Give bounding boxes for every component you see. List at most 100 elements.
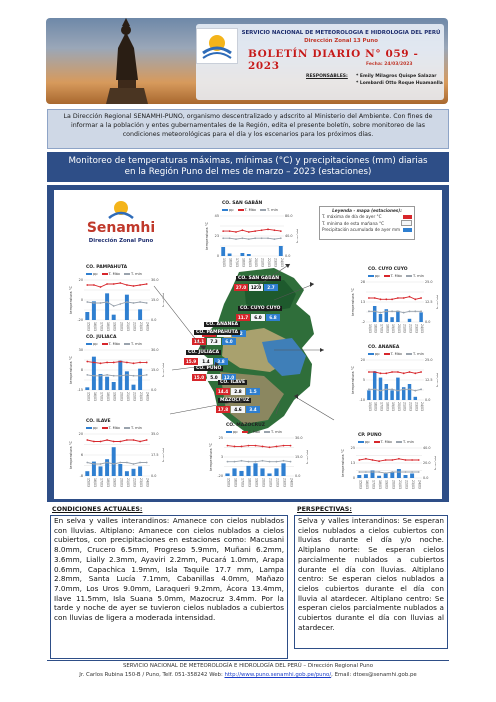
tmin-line: [359, 471, 419, 474]
station-chart: CO. JULIACA pp T. Máx T. min -15 0.0 8 15.0 30 30…: [68, 335, 164, 404]
pp-bar: [363, 474, 368, 478]
x-tick: 21/03: [126, 478, 130, 487]
legend-swatch: [226, 431, 232, 433]
x-tick: 18/03: [241, 258, 245, 267]
pp-bar: [124, 471, 129, 476]
map-tmin-value: 2.8: [231, 388, 245, 395]
tmin-point: [267, 237, 269, 240]
tmin-point: [112, 305, 115, 307]
legend-swatch: [101, 343, 108, 345]
legend-swatch: [368, 275, 374, 277]
tmin-point: [93, 463, 95, 465]
y-tick-left: 0: [353, 476, 355, 480]
tmin-point: [254, 460, 257, 463]
tmax-point: [222, 230, 225, 233]
pp-bar: [396, 469, 401, 478]
pp-bar: [232, 468, 237, 476]
pp-bar: [91, 301, 96, 320]
tmax-point: [378, 460, 380, 463]
x-tick: 19/03: [248, 258, 252, 267]
tmax-point: [289, 444, 292, 447]
tmax-point: [112, 283, 115, 285]
tmin-point: [379, 389, 382, 392]
legend-label: T. min: [131, 426, 142, 430]
pp-bar: [98, 466, 103, 476]
tmax-point: [420, 371, 422, 373]
chart-title: CO. JULIACA: [86, 335, 117, 340]
y-tick-right: 12.5: [425, 300, 433, 304]
x-tick: 19/03: [113, 392, 117, 401]
x-tick: 15/03: [368, 324, 372, 333]
footer-address: Jr. Carlos Rubina 150-B / Puno, Telf. 05…: [79, 672, 223, 678]
tmax-point: [119, 440, 122, 443]
callout-lines: [153, 263, 335, 421]
y-axis-title-left: temperatura °C: [341, 448, 345, 477]
legend-max-swatch: [403, 214, 412, 219]
legend-min: T. mínima de esta mañana °C: [322, 220, 412, 226]
y-axis-title-right: pp(mm): [296, 229, 298, 244]
x-tick: 23/03: [139, 478, 143, 487]
tmin-point: [139, 461, 141, 464]
tmax-point: [106, 283, 108, 285]
map-pp-value: 12.0: [222, 374, 236, 381]
legend-label: pp: [233, 430, 238, 434]
y-tick-left: 8: [81, 368, 83, 372]
pp-bar: [124, 371, 129, 390]
pp-bar: [390, 317, 394, 322]
y-tick-left: 3: [221, 455, 223, 459]
tmax-point: [397, 371, 399, 373]
tmax-point: [384, 459, 387, 461]
tmin-point: [275, 460, 278, 463]
y-tick-right: 0.0: [151, 388, 156, 392]
tmin-point: [282, 459, 285, 462]
tmax-point: [404, 459, 407, 461]
x-tick: 17/03: [100, 392, 104, 401]
x-tick: 20/03: [119, 322, 123, 331]
section-title-line2: en la Región Puno del mes de marzo – 202…: [124, 166, 372, 177]
tmin-point: [254, 237, 257, 240]
y-tick-left: 0: [217, 254, 219, 258]
x-tick: 22/03: [133, 322, 137, 331]
map-station-label: CO. PAMPAHUTA: [194, 330, 240, 335]
tmax-point: [112, 440, 115, 443]
y-tick-right: 80.0: [285, 214, 293, 218]
tmax-point: [93, 284, 95, 286]
office-name: Dirección Zonal 13 Puno: [304, 38, 378, 44]
legend-label: T. min: [403, 440, 414, 444]
tmin-point: [240, 459, 243, 462]
tmax-point: [379, 372, 382, 375]
pp-bar: [403, 475, 408, 478]
map-tmax-value: 15.9: [184, 358, 198, 365]
tmax-point: [254, 444, 257, 447]
pp-bar: [383, 473, 388, 478]
x-tick: 20/03: [397, 402, 401, 411]
legend-label: pp: [375, 352, 380, 356]
map-pp-value: 1.5: [246, 388, 260, 395]
x-tick: 16/03: [374, 402, 378, 411]
y-tick-right: 12.5: [425, 378, 433, 382]
map-tmin-value: 12.0: [249, 284, 263, 291]
tmin-point: [132, 463, 135, 465]
legend-label: pp: [93, 342, 98, 346]
y-tick-right: 30.0: [295, 436, 303, 440]
senamhi-header-logo: [196, 28, 238, 64]
footer-line2: Jr. Carlos Rubina 150-B / Puno, Telf. 05…: [47, 671, 449, 680]
tmin-point: [365, 471, 367, 473]
footer-email: , Email: dtoes@senamhi.gob.pe: [331, 672, 417, 678]
tmax-point: [132, 439, 135, 441]
perspective-text: Selva y valles interandinos: Se esperan …: [294, 515, 448, 649]
x-tick: 15/03: [222, 258, 226, 267]
chart-svg: -8 0.0 6 17.5 20 35.0 15/03 16/03 17/03 18/03 19/0…: [69, 432, 164, 487]
legend-swatch: [101, 427, 108, 429]
tmax-point: [267, 228, 269, 231]
y-tick-left: -2: [362, 320, 365, 324]
tmax-line: [368, 296, 422, 300]
legend-swatch: [260, 209, 267, 211]
tmax-point: [112, 361, 115, 364]
x-tick: 17/03: [100, 478, 104, 487]
tmin-point: [397, 310, 399, 313]
pp-bar: [370, 470, 375, 478]
legend-swatch: [237, 209, 244, 211]
footer-web-link[interactable]: http://www.puno.senamhi.gob.pe/puno/: [224, 672, 332, 678]
tmax-point: [358, 459, 361, 461]
